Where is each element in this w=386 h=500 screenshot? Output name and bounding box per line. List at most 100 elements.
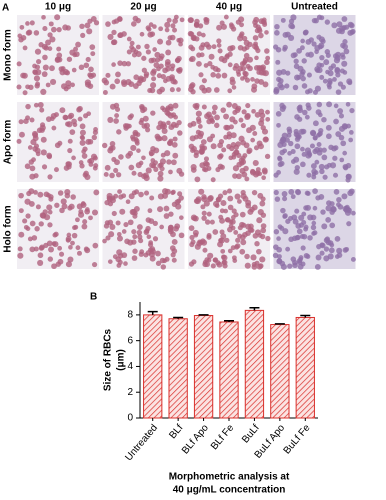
cell xyxy=(130,47,137,53)
cell xyxy=(351,210,356,216)
cell xyxy=(129,40,135,46)
cell xyxy=(125,152,132,159)
cell xyxy=(150,110,156,116)
cell xyxy=(91,261,98,268)
cell xyxy=(342,43,348,50)
cell xyxy=(342,150,348,156)
cell xyxy=(177,191,183,197)
cell xyxy=(85,207,90,212)
cell xyxy=(230,215,236,220)
cell xyxy=(125,79,132,86)
cell xyxy=(78,211,85,218)
cell xyxy=(82,219,88,225)
cell xyxy=(22,218,28,224)
cell xyxy=(201,194,207,200)
cell xyxy=(165,66,171,72)
cell xyxy=(221,72,228,79)
cell xyxy=(281,191,288,197)
cell xyxy=(336,247,343,254)
x-axis-label: 40 μg/mL concentration xyxy=(173,485,286,496)
cell xyxy=(251,189,258,196)
cell xyxy=(218,138,225,145)
cell xyxy=(88,161,94,167)
cell xyxy=(221,147,227,153)
cell xyxy=(188,225,195,232)
cell xyxy=(188,57,194,62)
cell xyxy=(92,242,99,249)
cell xyxy=(164,107,170,113)
cell xyxy=(201,32,206,38)
cell xyxy=(108,145,114,151)
cell xyxy=(346,221,352,227)
cell xyxy=(334,67,341,74)
cell xyxy=(57,245,63,251)
cell xyxy=(341,60,348,67)
cell xyxy=(304,204,312,211)
cell xyxy=(260,223,267,229)
cell xyxy=(110,39,117,46)
cell xyxy=(68,244,73,250)
cell xyxy=(86,28,93,35)
cell xyxy=(239,234,246,241)
cell xyxy=(107,116,114,123)
cell xyxy=(287,151,292,156)
cell xyxy=(204,17,210,23)
cell xyxy=(302,109,308,116)
cell xyxy=(193,198,200,204)
cell xyxy=(288,140,294,147)
cell xyxy=(325,69,330,75)
cell xyxy=(39,124,46,131)
cell xyxy=(158,136,163,142)
cell xyxy=(75,245,81,251)
cell xyxy=(170,121,177,128)
cell xyxy=(67,256,74,263)
cell xyxy=(33,190,38,195)
cell xyxy=(130,134,136,140)
cell xyxy=(201,104,207,110)
micrograph xyxy=(16,101,99,182)
cell xyxy=(324,19,331,25)
cell xyxy=(264,59,270,66)
cell xyxy=(307,88,313,94)
cell xyxy=(317,44,323,50)
cell xyxy=(281,141,287,147)
error-bar xyxy=(249,307,260,311)
cell xyxy=(277,78,284,84)
cell xyxy=(49,65,55,72)
cell xyxy=(197,124,203,129)
cell xyxy=(201,78,207,84)
cell xyxy=(254,55,259,61)
cell xyxy=(65,80,72,87)
cell xyxy=(91,209,99,216)
cell xyxy=(188,31,195,37)
cell xyxy=(42,209,48,215)
cell xyxy=(311,174,317,180)
cell xyxy=(131,255,138,261)
cell xyxy=(319,168,325,175)
cell xyxy=(236,173,242,180)
cell xyxy=(155,250,161,257)
cell xyxy=(242,35,248,42)
cell xyxy=(311,168,317,175)
cell xyxy=(350,28,356,35)
x-axis-label: Morphometric analysis at xyxy=(169,472,290,483)
cell xyxy=(223,134,229,140)
cell xyxy=(300,261,306,267)
cell xyxy=(138,120,144,126)
cell xyxy=(147,208,153,214)
cell xyxy=(177,130,183,136)
cell xyxy=(166,120,171,126)
cell xyxy=(58,251,65,257)
cell xyxy=(350,256,356,262)
cell xyxy=(335,72,341,78)
cell xyxy=(218,238,224,243)
cell xyxy=(317,130,323,137)
cell xyxy=(128,193,135,200)
cell xyxy=(171,159,177,166)
cell xyxy=(259,233,266,240)
cell xyxy=(207,195,214,201)
cell xyxy=(275,59,281,65)
cell xyxy=(155,260,162,267)
cell xyxy=(300,161,306,168)
cell xyxy=(127,219,134,226)
